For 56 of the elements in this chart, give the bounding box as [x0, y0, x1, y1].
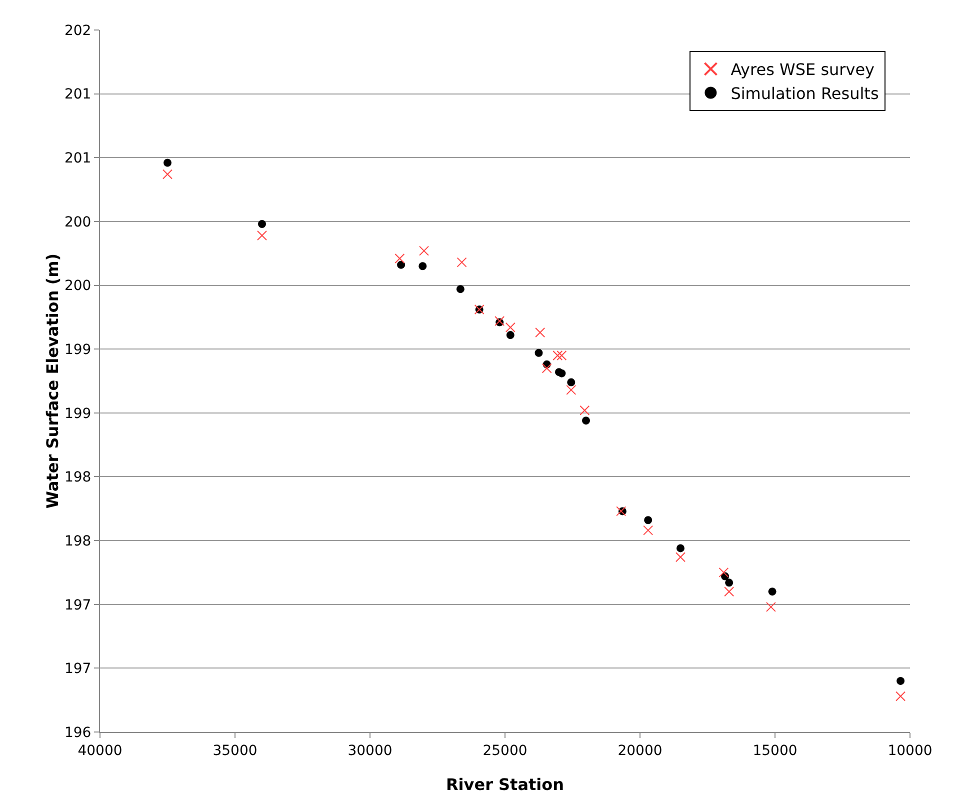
point — [419, 246, 429, 256]
point — [718, 567, 729, 578]
point — [676, 552, 686, 562]
point — [567, 378, 576, 386]
point — [542, 363, 552, 374]
y-tick-label: 200 — [64, 214, 92, 230]
point — [535, 328, 546, 338]
y-tick-label: 198 — [64, 533, 92, 550]
point — [768, 588, 776, 596]
point — [766, 602, 776, 612]
point — [556, 350, 567, 360]
point — [558, 369, 566, 378]
y-tick-label: 197 — [64, 661, 92, 678]
point — [725, 578, 734, 587]
point — [896, 676, 905, 685]
x-tick-label: 30000 — [348, 742, 392, 759]
point — [397, 260, 406, 269]
y-tick-label: 202 — [64, 22, 92, 39]
point — [566, 384, 576, 395]
y-axis-title: Water Surface Elevation (m) — [43, 253, 62, 509]
x-tick-label: 35000 — [212, 742, 258, 759]
point — [534, 348, 543, 357]
point — [505, 322, 516, 332]
y-tick-label: 199 — [64, 342, 92, 358]
point — [258, 220, 266, 228]
point — [257, 230, 267, 240]
point — [552, 350, 563, 360]
legend-label: Simulation Results — [730, 84, 879, 103]
x-tick-label: 15000 — [752, 742, 798, 759]
point — [582, 416, 590, 425]
point — [676, 544, 684, 552]
point — [580, 405, 590, 416]
point — [724, 586, 734, 597]
point — [506, 331, 514, 340]
point — [164, 158, 172, 167]
y-tick-label: 198 — [64, 470, 92, 486]
y-tick-label: 200 — [64, 278, 92, 294]
point — [162, 169, 172, 180]
point — [643, 525, 654, 536]
y-tick-label: 201 — [64, 150, 92, 167]
x-tick-label: 40000 — [78, 742, 122, 759]
x-tick-label: 20000 — [618, 742, 662, 759]
point — [418, 262, 427, 270]
point — [456, 257, 467, 268]
y-tick-label: 201 — [64, 86, 92, 103]
point — [456, 285, 464, 294]
point — [896, 691, 906, 702]
y-tick-label: 197 — [64, 597, 92, 614]
x-tick-label: 25000 — [482, 742, 528, 759]
y-tick-label: 199 — [64, 406, 92, 422]
x-axis-title: River Station — [446, 775, 564, 794]
x-tick-label: 10000 — [888, 742, 932, 759]
y-tick-label: 196 — [64, 724, 92, 741]
legend-label: Ayres WSE survey — [730, 60, 875, 80]
point — [394, 253, 405, 264]
point — [644, 516, 652, 524]
